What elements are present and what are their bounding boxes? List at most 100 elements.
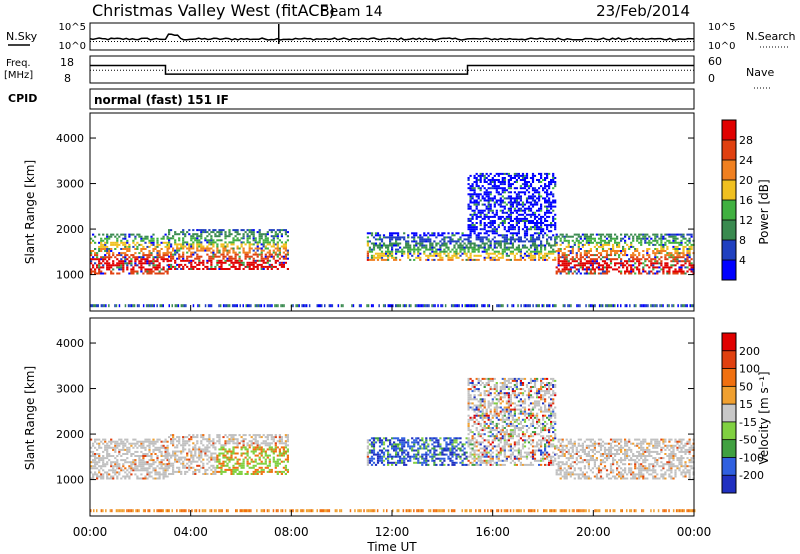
- heatmap-cell: [266, 464, 269, 467]
- heatmap-cell: [96, 463, 99, 466]
- heatmap-cell: [513, 217, 516, 220]
- heatmap-cell: [298, 304, 300, 308]
- heatmap-cell: [282, 450, 285, 453]
- heatmap-cell: [467, 258, 470, 261]
- heatmap-cell: [427, 443, 430, 446]
- heatmap-cell: [282, 442, 285, 445]
- heatmap-cell: [228, 448, 231, 451]
- heatmap-cell: [507, 248, 510, 251]
- heatmap-cell: [620, 272, 623, 275]
- heatmap-cell: [433, 455, 436, 458]
- heatmap-cell: [540, 250, 543, 253]
- heatmap-cell: [138, 444, 141, 447]
- heatmap-cell: [481, 246, 484, 249]
- heatmap-cell: [609, 235, 613, 238]
- heatmap-cell: [272, 450, 275, 453]
- heatmap-cell: [441, 256, 444, 259]
- heatmap-cell: [148, 471, 151, 474]
- heatmap-cell: [626, 304, 628, 308]
- heatmap-cell: [236, 438, 239, 441]
- noise-panel: [89, 22, 695, 51]
- heatmap-cell: [374, 234, 378, 237]
- heatmap-cell: [503, 177, 506, 179]
- heatmap-cell: [276, 446, 279, 449]
- heatmap-cell: [557, 248, 560, 250]
- heatmap-cell: [585, 270, 588, 273]
- heatmap-cell: [540, 240, 543, 243]
- heatmap-cell: [210, 444, 213, 447]
- heatmap-cell: [509, 183, 512, 186]
- heatmap-cell: [449, 250, 452, 253]
- heatmap-cell: [248, 440, 251, 443]
- heatmap-cell: [491, 181, 494, 183]
- heatmap-cell: [104, 248, 107, 250]
- heatmap-cell: [666, 304, 669, 308]
- heatmap-cell: [188, 458, 191, 461]
- heatmap-cell: [587, 272, 590, 275]
- heatmap-cell: [507, 254, 510, 257]
- heatmap-cell: [106, 463, 109, 466]
- heatmap-cell: [192, 237, 195, 240]
- heatmap-cell: [204, 265, 207, 268]
- heatmap-cell: [533, 252, 537, 255]
- heatmap-cell: [262, 239, 265, 242]
- heatmap-cell: [264, 233, 267, 236]
- heatmap-cell: [124, 467, 127, 470]
- heatmap-cell: [407, 250, 410, 253]
- heatmap-cell: [531, 179, 535, 181]
- heatmap-cell: [264, 261, 267, 264]
- heatmap-cell: [587, 250, 590, 252]
- heatmap-cell: [162, 235, 165, 238]
- heatmap-cell: [376, 258, 380, 261]
- heatmap-cell: [573, 243, 576, 246]
- heatmap-cell: [497, 226, 500, 229]
- heatmap-cell: [561, 233, 564, 236]
- heatmap-cell: [465, 234, 468, 237]
- heatmap-cell: [471, 195, 474, 198]
- heatmap-cell: [148, 475, 151, 478]
- heatmap-cell: [208, 440, 211, 443]
- heatmap-cell: [194, 444, 197, 447]
- heatmap-cell: [140, 459, 143, 462]
- heatmap-cell: [110, 475, 113, 478]
- heatmap-cell: [471, 189, 474, 192]
- heatmap-cell: [501, 240, 504, 243]
- heatmap-cell: [148, 264, 151, 267]
- heatmap-cell: [218, 458, 221, 461]
- heatmap-cell: [552, 248, 555, 251]
- heatmap-cell: [216, 259, 219, 262]
- heatmap-cell: [423, 238, 426, 241]
- heatmap-cell: [214, 468, 217, 471]
- heatmap-cell: [419, 234, 422, 237]
- heatmap-cell: [473, 177, 476, 179]
- heatmap-cell: [405, 457, 408, 460]
- heatmap-cell: [557, 254, 560, 257]
- heatmap-cell: [370, 258, 374, 261]
- heatmap-cell: [439, 254, 442, 257]
- heatmap-cell: [370, 443, 374, 446]
- heatmap-cell: [473, 228, 476, 231]
- heatmap-cell: [207, 304, 210, 308]
- heatmap-cell: [224, 470, 227, 473]
- heatmap-cell: [172, 257, 175, 260]
- heatmap-cell: [429, 455, 432, 458]
- heatmap-cell: [274, 442, 277, 445]
- heatmap-cell: [634, 262, 637, 265]
- heatmap-cell: [228, 231, 231, 234]
- heatmap-cell: [214, 265, 217, 268]
- heatmap-cell: [546, 228, 549, 231]
- heatmap-cell: [527, 252, 531, 255]
- heatmap-cell: [557, 260, 560, 263]
- heatmap-cell: [166, 453, 169, 455]
- heatmap-cell: [258, 253, 261, 256]
- heatmap-cell: [499, 217, 502, 220]
- heatmap-cell: [134, 256, 137, 259]
- heatmap-cell: [656, 248, 659, 250]
- heatmap-cell: [108, 248, 111, 250]
- heatmap-cell: [232, 440, 235, 443]
- heatmap-cell: [483, 179, 486, 181]
- heatmap-cell: [148, 270, 151, 273]
- heatmap-cell: [210, 456, 213, 459]
- heatmap-cell: [471, 230, 474, 233]
- heatmap-cell: [368, 451, 371, 454]
